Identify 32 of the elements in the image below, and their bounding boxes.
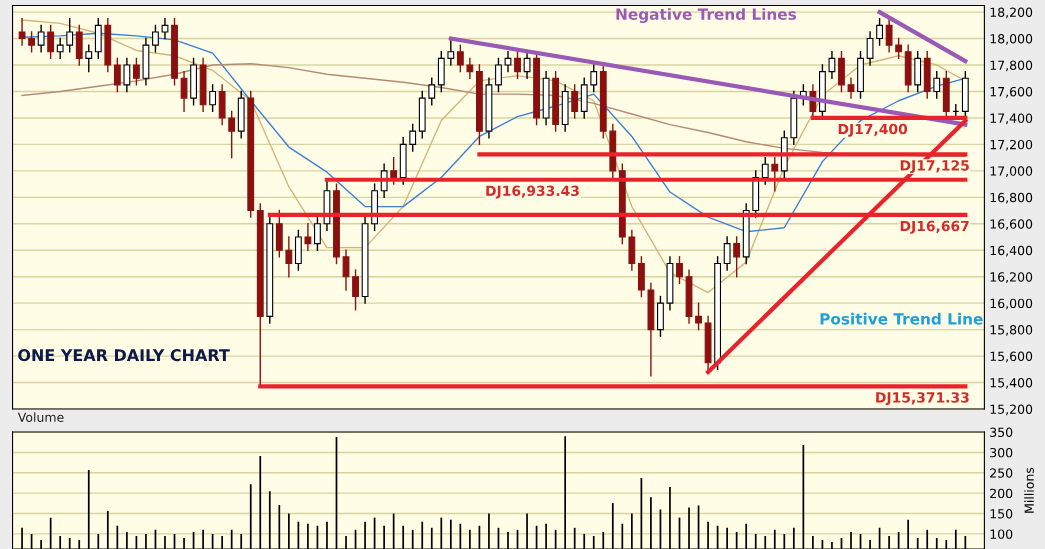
- y-tick-label: 250: [990, 468, 1013, 478]
- chart-title: Volume: [17, 412, 64, 422]
- y-tick-label: 17,400: [990, 113, 1033, 125]
- y-tick-label: 150: [990, 509, 1013, 519]
- y-tick-label: 16,000: [990, 298, 1033, 310]
- y-tick-label: 300: [990, 447, 1013, 458]
- annotation: DJ16,667: [900, 220, 969, 234]
- y-tick-label: 17,800: [990, 60, 1033, 72]
- y-tick-label: 15,800: [990, 325, 1033, 336]
- y-tick-label: 100: [990, 529, 1013, 539]
- annotation: Negative Trend Lines: [616, 8, 797, 24]
- y-tick-label: 17,600: [990, 86, 1033, 98]
- y-tick-label: 350: [990, 427, 1013, 437]
- annotation: ONE YEAR DAILY CHART: [18, 349, 230, 362]
- y-tick-label: 15,200: [990, 404, 1033, 416]
- y-axis-title: Millions: [1024, 467, 1034, 513]
- annotation: Positive Trend Line: [820, 312, 983, 325]
- annotation: DJ17,125: [900, 160, 969, 174]
- y-tick-label: 16,400: [990, 245, 1033, 257]
- y-tick-label: 18,000: [990, 34, 1033, 45]
- y-tick-label: 200: [990, 488, 1013, 499]
- y-tick-label: 18,200: [990, 7, 1033, 19]
- y-tick-label: 16,600: [990, 219, 1033, 230]
- y-tick-label: 16,800: [990, 192, 1033, 204]
- y-tick-label: 15,400: [990, 378, 1033, 389]
- y-tick-label: 17,200: [990, 139, 1033, 151]
- y-tick-label: 15,600: [990, 351, 1033, 363]
- annotation: DJ15,371.33: [876, 392, 969, 406]
- y-tick-label: 16,200: [990, 272, 1033, 283]
- y-tick-label: 17,000: [990, 166, 1033, 178]
- annotation: DJ16,933.43: [486, 185, 579, 199]
- annotation: DJ17,400: [838, 123, 908, 137]
